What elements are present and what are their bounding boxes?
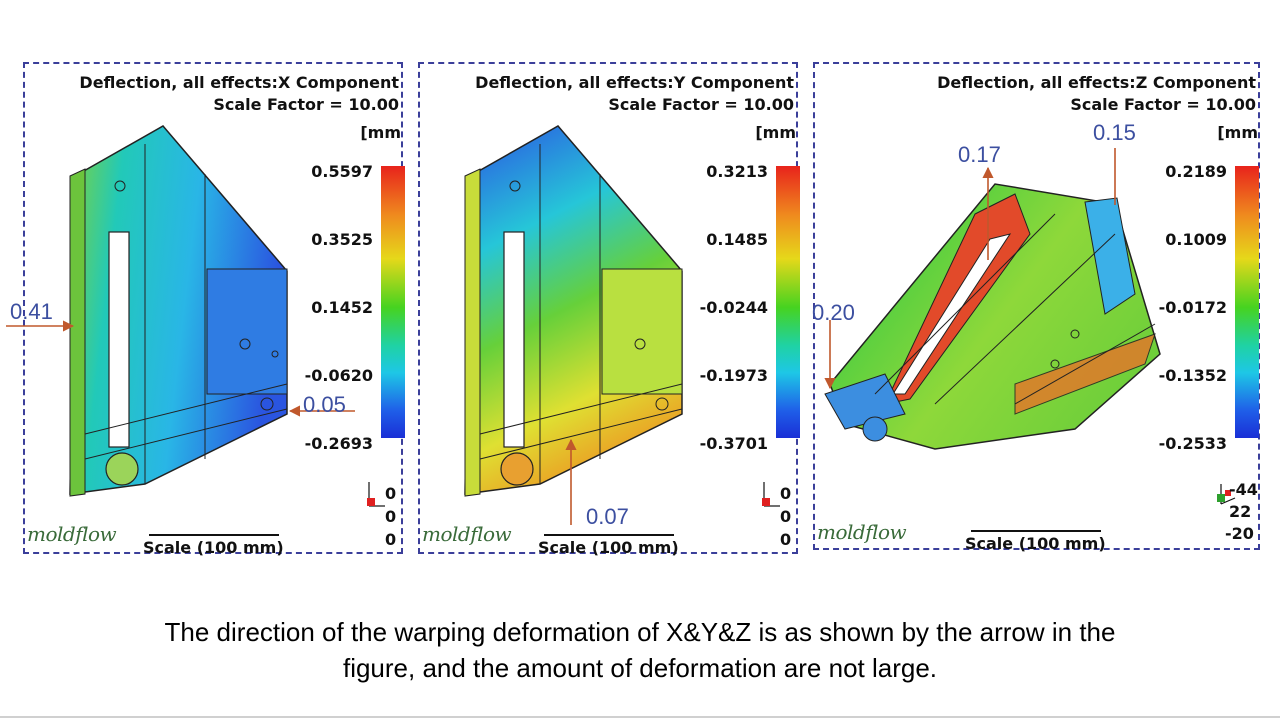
- panel-x-scale-factor: Scale Factor = 10.00: [213, 95, 399, 114]
- annotation-y-bottom: 0.07: [586, 504, 629, 529]
- panel-z-scale-bar: [971, 530, 1101, 532]
- caption-line-2: figure, and the amount of deformation ar…: [342, 653, 938, 683]
- panel-x-moldflow-logo: moldflow: [27, 522, 117, 546]
- panel-y-tick-2: 0.1485: [706, 230, 768, 249]
- panel-z-model: [824, 183, 1161, 450]
- annotation-z-left: 0.20: [812, 300, 855, 325]
- panel-y-model: [464, 125, 683, 497]
- panel-z-tick-2: 0.1009: [1165, 230, 1227, 249]
- panel-x-tick-3: 0.1452: [311, 298, 373, 317]
- panel-y-scale-label: Scale (100 mm): [538, 538, 679, 557]
- panel-z-unit: [mm: [1217, 123, 1258, 142]
- panel-y-unit: [mm: [755, 123, 796, 142]
- caption: The direction of the warping deformation…: [40, 614, 1240, 686]
- panel-z-tick-5: -0.2533: [1158, 434, 1227, 453]
- panel-x-legend-bar: [381, 166, 405, 438]
- panel-x-scale-bar: [149, 534, 279, 536]
- panel-y-title-line1: Deflection, all effects:Y Component: [475, 73, 794, 92]
- panel-z-axis-value-2: 22: [1229, 502, 1252, 521]
- panel-y-scale-bar: [544, 534, 674, 536]
- panel-x-title-line1: Deflection, all effects:X Component: [79, 73, 399, 92]
- panel-x-axis-value-2: 0: [385, 507, 397, 526]
- panel-y-component: Deflection, all effects:Y Component Scal…: [418, 62, 800, 557]
- panel-x-tick-2: 0.3525: [311, 230, 373, 249]
- panel-y-axis-triad: [762, 482, 780, 507]
- panel-z-scale-factor: Scale Factor = 10.00: [1070, 95, 1256, 114]
- panel-z-tick-4: -0.1352: [1158, 366, 1227, 385]
- panel-x-component: Deflection, all effects:X Component Scal…: [23, 62, 405, 557]
- panel-x-title: Deflection, all effects:X Component Scal…: [79, 72, 399, 116]
- panel-y-title: Deflection, all effects:Y Component Scal…: [475, 72, 794, 116]
- panel-y-legend-bar: [776, 166, 800, 438]
- panel-y-moldflow-logo: moldflow: [422, 522, 512, 546]
- panel-y-axis-value-3: 0: [780, 530, 792, 549]
- caption-line-1: The direction of the warping deformation…: [164, 617, 1116, 647]
- panel-x-unit: [mm: [360, 123, 401, 142]
- panel-x-scale-label: Scale (100 mm): [143, 538, 284, 557]
- panel-x-axis-value-1: 0: [385, 484, 397, 503]
- panel-z-axis-value-3: -20: [1225, 524, 1254, 543]
- panel-z-legend-bar: [1235, 166, 1259, 438]
- panel-y-tick-5: -0.3701: [699, 434, 768, 453]
- panel-z-scale-label: Scale (100 mm): [965, 534, 1106, 553]
- panel-z-axis-triad: [1217, 484, 1236, 505]
- annotation-z-top-right: 0.15: [1093, 120, 1136, 145]
- panel-z-axis-value-1: -44: [1229, 480, 1258, 499]
- panel-y-scale-factor: Scale Factor = 10.00: [608, 95, 794, 114]
- panel-x-model: [69, 125, 288, 497]
- bottom-divider: [0, 716, 1280, 718]
- panel-x-tick-1: 0.5597: [311, 162, 373, 181]
- panel-y-tick-4: -0.1973: [699, 366, 768, 385]
- annotation-x-left: 0.41: [10, 299, 53, 324]
- panel-x-axis-triad: [367, 482, 385, 507]
- panel-y-tick-3: -0.0244: [699, 298, 768, 317]
- panel-y-axis-value-2: 0: [780, 507, 792, 526]
- panel-y-tick-1: 0.3213: [706, 162, 768, 181]
- annotation-x-right: 0.05: [303, 392, 346, 417]
- panel-z-tick-1: 0.2189: [1165, 162, 1227, 181]
- panel-x-tick-4: -0.0620: [304, 366, 373, 385]
- panel-z-moldflow-logo: moldflow: [817, 520, 907, 544]
- panel-z-title: Deflection, all effects:Z Component Scal…: [937, 72, 1256, 116]
- annotation-z-top-left: 0.17: [958, 142, 1001, 167]
- panel-z-tick-3: -0.0172: [1158, 298, 1227, 317]
- panel-z-title-line1: Deflection, all effects:Z Component: [937, 73, 1256, 92]
- panel-x-tick-5: -0.2693: [304, 434, 373, 453]
- panel-y-axis-value-1: 0: [780, 484, 792, 503]
- panel-x-axis-value-3: 0: [385, 530, 397, 549]
- panel-z-component: Deflection, all effects:Z Component Scal…: [813, 62, 1260, 553]
